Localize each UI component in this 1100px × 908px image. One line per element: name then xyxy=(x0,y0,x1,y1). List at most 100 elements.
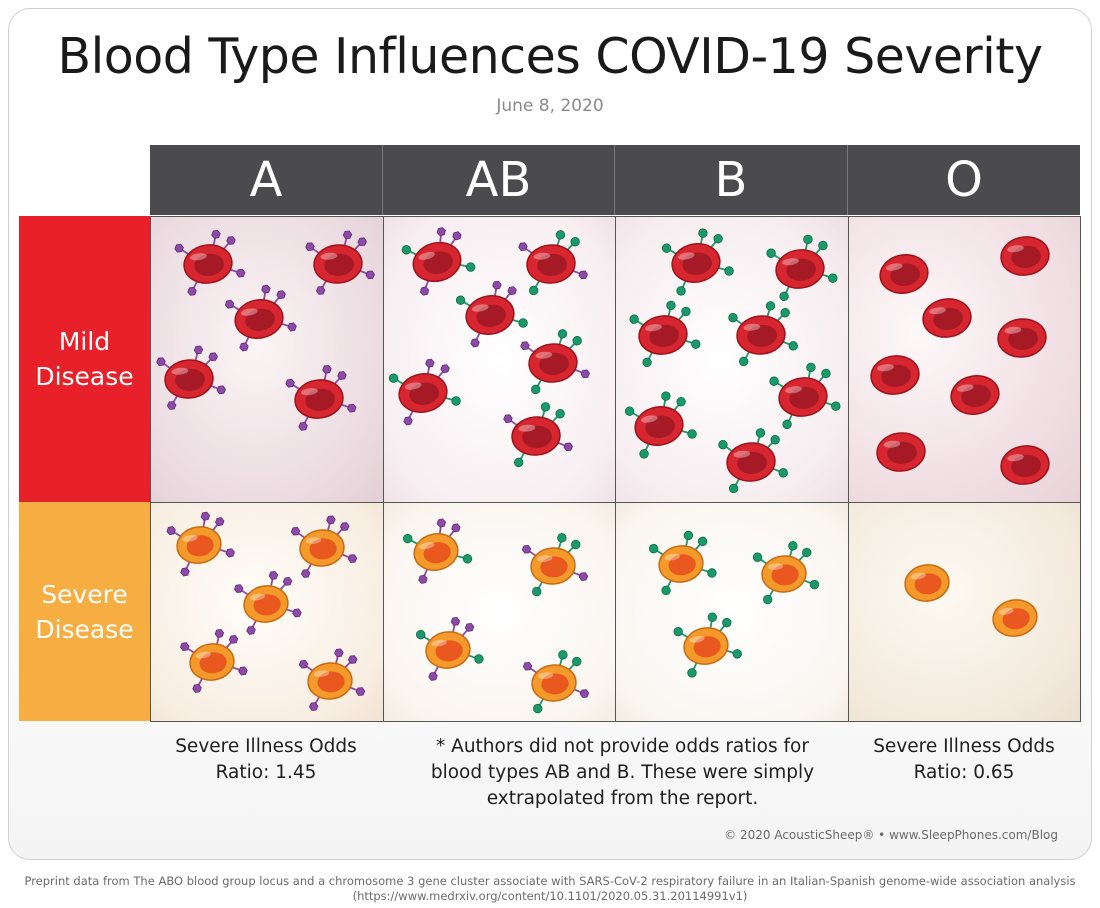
a-antigen-icon xyxy=(287,322,297,332)
b-antigen-icon xyxy=(572,336,582,346)
a-antigen-icon xyxy=(285,378,295,388)
caption-note-line3: extrapolated from the report. xyxy=(486,788,759,809)
red-blood-cell xyxy=(997,318,1047,358)
a-antigen-icon xyxy=(342,230,353,240)
b-antigen-icon xyxy=(828,273,838,283)
orange-blood-cell xyxy=(673,612,742,678)
b-antigen-icon xyxy=(803,234,813,245)
a-antigen-icon xyxy=(337,371,347,380)
a-antigen-icon xyxy=(579,689,590,698)
cell-mild-o xyxy=(848,216,1081,503)
b-antigen-icon xyxy=(697,536,708,547)
preprint-citation-line1: Preprint data from The ABO blood group l… xyxy=(24,874,1076,888)
a-antigen-icon xyxy=(357,237,367,246)
red-blood-cell xyxy=(718,428,788,494)
red-blood-cell xyxy=(174,230,246,296)
a-antigen-icon xyxy=(334,648,344,658)
b-antigen-icon xyxy=(806,362,816,373)
a-antigen-icon xyxy=(200,511,211,521)
a-antigen-icon xyxy=(428,671,438,681)
b-antigen-icon xyxy=(648,543,659,554)
b-antigen-icon xyxy=(558,650,568,660)
column-header-ab: AB xyxy=(383,145,615,215)
b-antigen-icon xyxy=(639,449,649,459)
a-antigen-icon xyxy=(580,369,591,379)
b-antigen-icon xyxy=(451,396,461,406)
red-blood-cell xyxy=(769,362,841,430)
preprint-citation: Preprint data from The ABO blood group l… xyxy=(0,874,1100,904)
a-antigen-icon xyxy=(578,270,589,280)
a-antigen-icon xyxy=(305,242,315,251)
b-antigen-icon xyxy=(518,318,528,328)
b-antigen-icon xyxy=(728,483,739,494)
b-antigen-icon xyxy=(732,649,742,659)
a-antigen-icon xyxy=(355,687,366,696)
column-header-a: A xyxy=(150,145,383,215)
b-antigen-icon xyxy=(624,406,635,416)
orange-blood-cell xyxy=(166,511,235,577)
a-antigen-icon xyxy=(347,403,357,413)
b-antigen-icon xyxy=(687,668,697,678)
column-header-o: O xyxy=(848,145,1080,215)
red-blood-cell xyxy=(876,432,926,472)
a-antigen-icon xyxy=(440,364,450,374)
b-antigen-icon xyxy=(698,228,708,238)
row-header-severe-line2: Disease xyxy=(35,614,134,644)
cell-mild-ab xyxy=(383,216,616,503)
b-antigen-icon xyxy=(713,234,723,244)
b-antigen-icon xyxy=(718,439,728,450)
b-antigen-icon xyxy=(707,612,718,622)
a-antigen-icon xyxy=(174,243,184,253)
b-antigen-icon xyxy=(673,626,683,637)
orange-blood-cell xyxy=(752,541,820,605)
a-antigen-icon xyxy=(436,227,446,237)
orange-blood-cell xyxy=(904,564,950,602)
a-antigen-icon xyxy=(315,286,326,295)
cell-illustration xyxy=(166,511,366,711)
b-antigen-icon xyxy=(388,373,399,383)
b-antigen-icon xyxy=(661,585,671,596)
a-antigen-icon xyxy=(292,608,302,618)
b-antigen-icon xyxy=(555,409,565,419)
b-antigen-icon xyxy=(780,308,790,318)
red-blood-cell xyxy=(455,280,528,348)
a-antigen-icon xyxy=(507,286,517,296)
red-blood-cell xyxy=(766,234,838,302)
b-antigen-icon xyxy=(809,579,820,590)
b-antigen-icon xyxy=(401,245,412,255)
b-antigen-icon xyxy=(540,402,551,412)
red-blood-cell xyxy=(870,355,920,395)
caption-note-line1: * Authors did not provide odds ratios fo… xyxy=(436,736,809,757)
b-antigen-icon xyxy=(572,656,582,667)
a-antigen-icon xyxy=(298,421,308,431)
a-antigen-icon xyxy=(187,286,197,296)
a-antigen-icon xyxy=(276,290,286,300)
publication-date: June 8, 2020 xyxy=(496,96,604,116)
red-blood-cell xyxy=(629,300,701,368)
orange-blood-cell xyxy=(648,530,717,596)
red-blood-cell xyxy=(503,402,574,468)
cell-illustration xyxy=(904,564,1038,637)
row-header-mild: Mild Disease xyxy=(19,216,150,502)
a-antigen-icon xyxy=(425,358,435,368)
b-antigen-icon xyxy=(766,248,776,258)
a-antigen-icon xyxy=(451,523,461,533)
b-antigen-icon xyxy=(683,530,694,541)
orange-blood-cell xyxy=(992,599,1038,637)
a-antigen-icon xyxy=(236,268,246,278)
b-antigen-icon xyxy=(782,419,792,430)
red-blood-cell xyxy=(624,391,697,459)
a-antigen-icon xyxy=(208,352,218,361)
b-antigen-icon xyxy=(802,547,812,558)
a-antigen-icon xyxy=(225,548,235,558)
orange-blood-cell xyxy=(521,533,589,597)
b-antigen-icon xyxy=(788,541,798,551)
red-blood-cell xyxy=(950,375,1000,415)
red-blood-cell xyxy=(728,301,798,367)
page-title: Blood Type Influences COVID-19 Severity xyxy=(57,28,1043,85)
b-antigen-icon xyxy=(681,306,691,317)
a-antigen-icon xyxy=(156,357,166,366)
red-blood-cell xyxy=(1000,445,1050,485)
orange-blood-cell xyxy=(290,515,358,578)
b-antigen-icon xyxy=(831,401,841,411)
